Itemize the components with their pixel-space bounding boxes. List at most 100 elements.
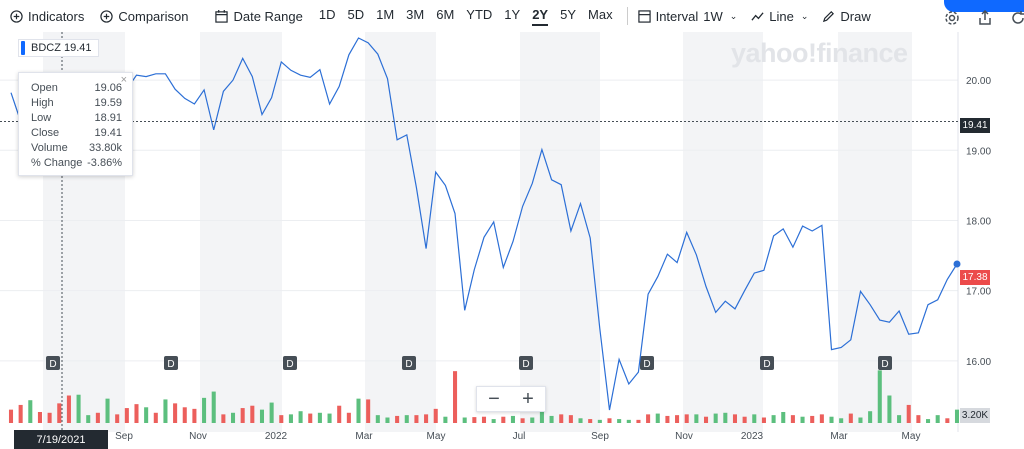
- volume-bar: [607, 418, 612, 423]
- volume-bar: [510, 415, 515, 423]
- dividend-marker: [46, 356, 60, 370]
- x-tick-label: 2022: [265, 431, 288, 442]
- symbol-price: 19.41: [64, 42, 92, 54]
- month-band: [520, 32, 600, 432]
- volume-bar: [202, 397, 207, 423]
- tooltip-row: Low 18.91: [31, 111, 122, 126]
- tooltip-row-label: Open: [31, 82, 58, 94]
- share-icon[interactable]: [977, 10, 993, 26]
- range-selector: 1D 5D 1M 3M 6M YTD 1Y 2Y 5Y Max: [305, 7, 613, 26]
- x-tick-label: Sep: [115, 431, 133, 442]
- volume-bar: [375, 415, 380, 423]
- volume-bar: [308, 413, 313, 423]
- volume-bar: [298, 411, 303, 423]
- range-button-5y[interactable]: 5Y: [560, 6, 577, 22]
- chart-toolbar: Indicators Comparison Date Range 1D 5D 1M 3…: [0, 0, 1024, 32]
- dividend-marker: [164, 356, 178, 370]
- volume-bar: [636, 419, 641, 423]
- range-button-max[interactable]: Max: [588, 6, 613, 22]
- line-type-button[interactable]: Line ⌄: [751, 9, 808, 24]
- volume-bar: [858, 417, 863, 423]
- volume-bar: [414, 415, 419, 423]
- month-band: [838, 32, 912, 432]
- tooltip-row-label: Close: [31, 127, 60, 139]
- x-tick-label: Mar: [355, 431, 373, 442]
- tooltip-row-value: 33.80k: [88, 142, 122, 154]
- y-tick-label: 16.00: [966, 357, 991, 368]
- range-button-1d[interactable]: 1D: [318, 6, 336, 22]
- range-button-6m[interactable]: 6M: [436, 6, 455, 22]
- account-pill[interactable]: [944, 0, 1024, 12]
- volume-bar: [18, 404, 23, 423]
- last-price-dot: [953, 260, 961, 268]
- series-color-swatch: [21, 41, 25, 55]
- tooltip-row: Close 19.41: [31, 126, 122, 141]
- volume-bar: [665, 415, 670, 423]
- volume-bar: [37, 412, 42, 423]
- zoom-controls: − +: [476, 386, 546, 412]
- tooltip-row-value: 19.59: [94, 97, 122, 109]
- volume-bar: [684, 414, 689, 423]
- settings-icon[interactable]: [944, 10, 960, 26]
- price-chart[interactable]: 20.00 19.00 18.00 17.00 16.00 D D D D D D D D Sep Nov 2…: [0, 32, 1024, 449]
- zoom-in-button[interactable]: +: [522, 387, 534, 410]
- volume-bar: [848, 413, 853, 423]
- range-button-3m[interactable]: 3M: [406, 6, 425, 22]
- volume-bar: [57, 403, 62, 423]
- month-band: [683, 32, 763, 432]
- plus-circle-icon: [100, 9, 114, 23]
- plus-circle-icon: [10, 9, 23, 23]
- close-icon[interactable]: ×: [120, 74, 127, 86]
- volume-bar: [800, 416, 805, 423]
- volume-bar: [453, 371, 458, 423]
- volume-bar: [916, 415, 921, 423]
- volume-bar: [481, 416, 487, 423]
- y-tick-label: 20.00: [966, 76, 991, 87]
- dividend-marker: [760, 356, 774, 370]
- tooltip-row-label: % Change: [31, 157, 83, 169]
- dividend-marker-label: D: [49, 359, 56, 370]
- dividend-marker-label: D: [763, 359, 770, 370]
- tooltip-row-value: -3.86%: [87, 157, 122, 169]
- range-button-1y[interactable]: 1Y: [504, 6, 521, 22]
- range-button-ytd[interactable]: YTD: [466, 6, 493, 22]
- dividend-marker-label: D: [405, 359, 412, 370]
- date-range-button[interactable]: Date Range: [215, 9, 303, 24]
- volume-bar: [173, 403, 178, 423]
- volume-bar: [868, 411, 873, 423]
- volume-bar: [945, 418, 950, 423]
- crosshair-price-label: 19.41: [960, 118, 990, 133]
- dividend-marker: [283, 356, 297, 370]
- x-tick-label: 2023: [741, 431, 764, 442]
- draw-button[interactable]: Draw: [822, 9, 871, 24]
- range-button-5d[interactable]: 5D: [347, 6, 365, 22]
- crosshair-date-label: 7/19/2021: [14, 430, 108, 449]
- volume-bar: [597, 419, 602, 423]
- volume-bar: [192, 408, 197, 423]
- volume-bar: [433, 408, 438, 423]
- comparison-label: Comparison: [118, 8, 189, 24]
- volume-bar: [424, 414, 429, 423]
- volume-bar: [491, 419, 496, 423]
- comparison-button[interactable]: Comparison: [100, 9, 188, 24]
- range-button-2y[interactable]: 2Y: [532, 7, 549, 26]
- volume-bar: [250, 405, 255, 423]
- zoom-out-button[interactable]: −: [488, 387, 500, 410]
- volume-bar: [810, 415, 815, 423]
- price-line: [10, 37, 958, 411]
- symbol-legend[interactable]: BDCZ 19.41: [18, 39, 99, 57]
- y-tick-label: 17.00: [966, 287, 991, 298]
- volume-bar: [240, 408, 245, 423]
- interval-button[interactable]: Interval 1W ⌄: [637, 9, 737, 24]
- dividend-marker: [402, 356, 416, 370]
- range-button-1m[interactable]: 1M: [376, 6, 395, 22]
- volume-bar: [269, 402, 274, 423]
- volume-bar: [288, 414, 293, 423]
- volume-bar: [95, 412, 100, 423]
- tooltip-row-label: Volume: [31, 142, 68, 154]
- volume-bar: [617, 419, 622, 423]
- indicators-label: Indicators: [28, 8, 85, 24]
- refresh-icon[interactable]: [1010, 10, 1024, 26]
- volume-bar: [761, 417, 766, 423]
- indicators-button[interactable]: Indicators: [10, 9, 84, 24]
